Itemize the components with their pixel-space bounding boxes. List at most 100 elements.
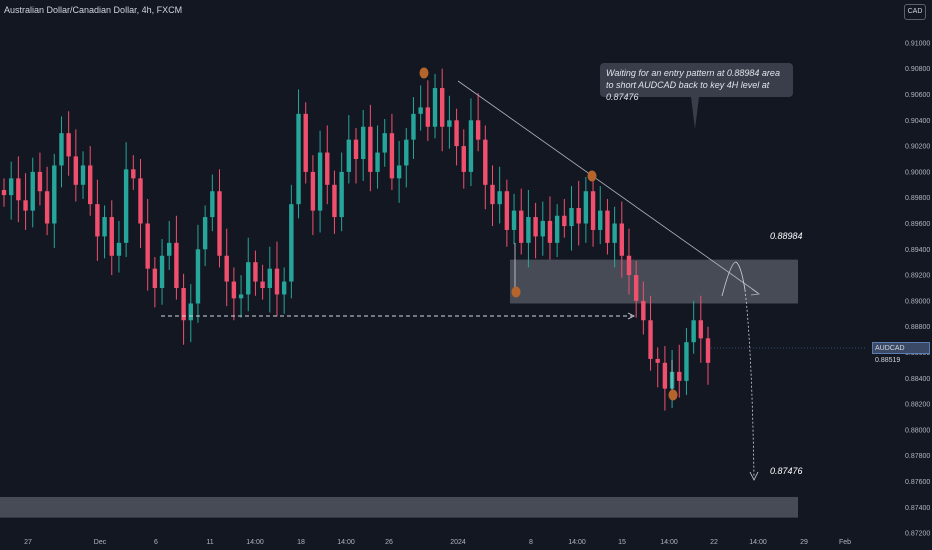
candle-body bbox=[440, 88, 445, 127]
candle-body bbox=[159, 255, 165, 288]
x-tick-label: 29 bbox=[800, 539, 808, 546]
currency-button[interactable]: CAD bbox=[904, 4, 926, 20]
projected-pullback bbox=[721, 261, 746, 297]
y-tick-label: 0.87600 bbox=[905, 479, 930, 486]
candle-body bbox=[490, 184, 495, 205]
candle-body bbox=[432, 88, 438, 127]
candle-body bbox=[188, 303, 193, 321]
candle-body bbox=[138, 178, 143, 224]
overlays bbox=[161, 67, 866, 481]
lower-level-label: 0.87476 bbox=[770, 466, 803, 476]
x-tick-label: 14:00 bbox=[660, 539, 678, 546]
candle-body bbox=[44, 191, 50, 224]
price-value: 0.88519 bbox=[875, 357, 901, 364]
candle-body bbox=[217, 191, 222, 256]
y-tick-label: 0.88200 bbox=[905, 402, 930, 409]
candle-body bbox=[202, 217, 208, 250]
x-tick-label: Feb bbox=[839, 539, 851, 546]
candle-body bbox=[375, 152, 380, 172]
candle-body bbox=[619, 223, 624, 256]
x-tick-label: 15 bbox=[618, 539, 626, 546]
symbol-label: AUDCAD bbox=[875, 345, 905, 352]
projected-arrowhead bbox=[749, 471, 759, 481]
candle-body bbox=[317, 152, 323, 211]
candle-body bbox=[526, 217, 531, 243]
candle-body bbox=[238, 294, 244, 299]
candle-body bbox=[325, 152, 330, 185]
upper-level-label: 0.88984 bbox=[770, 231, 803, 241]
candle-body bbox=[289, 204, 294, 282]
candle-body bbox=[231, 281, 237, 299]
candle-body bbox=[80, 165, 86, 185]
y-tick-label: 0.89000 bbox=[905, 298, 930, 305]
candle-body bbox=[281, 281, 287, 295]
candle-body bbox=[37, 171, 43, 192]
candle-body bbox=[547, 220, 553, 243]
candle-body bbox=[454, 120, 459, 147]
x-axis: 27 Dec 6 11 14:00 18 14:00 26 2024 8 14:00 15 14:00 2… bbox=[24, 539, 851, 546]
candle-body bbox=[698, 320, 704, 339]
y-tick-label: 0.91000 bbox=[905, 40, 930, 47]
annotation-callout[interactable]: Waiting for an entry pattern at 0.88984 … bbox=[600, 63, 793, 102]
x-tick-label: 8 bbox=[529, 539, 533, 546]
candle-body bbox=[590, 191, 596, 230]
y-tick-label: 0.88800 bbox=[905, 324, 930, 331]
candle-body bbox=[73, 156, 79, 185]
candle-body bbox=[540, 220, 545, 237]
candle-body bbox=[382, 133, 387, 153]
candle-body bbox=[52, 165, 57, 224]
x-tick-label: 11 bbox=[206, 539, 213, 546]
candle-body bbox=[691, 320, 696, 343]
projected-drop bbox=[744, 289, 755, 479]
x-tick-label: 27 bbox=[24, 539, 32, 546]
x-tick-label: 6 bbox=[154, 539, 158, 546]
price-zones bbox=[0, 259, 798, 518]
swing-marker bbox=[419, 67, 429, 79]
y-tick-label: 0.89800 bbox=[905, 195, 930, 202]
candle-body bbox=[447, 120, 452, 127]
candle-body bbox=[418, 107, 423, 114]
candle-body bbox=[210, 191, 215, 218]
candle-body bbox=[16, 178, 21, 201]
y-tick-label: 0.90000 bbox=[905, 169, 930, 176]
candle-body bbox=[633, 275, 639, 301]
x-tick-label: 14:00 bbox=[246, 539, 264, 546]
candle-body bbox=[404, 139, 409, 166]
x-tick-label: 26 bbox=[385, 539, 393, 546]
candle-body bbox=[475, 120, 481, 140]
candle-body bbox=[332, 184, 337, 218]
candle-body bbox=[598, 210, 603, 230]
y-tick-label: 0.88000 bbox=[905, 427, 930, 434]
y-tick-label: 0.89600 bbox=[905, 221, 930, 228]
candle-body bbox=[684, 342, 689, 381]
candle-body bbox=[131, 169, 136, 179]
candle-body bbox=[461, 146, 466, 172]
candle-body bbox=[109, 217, 114, 256]
candle-body bbox=[511, 210, 517, 230]
candle-body bbox=[562, 215, 567, 227]
candles bbox=[1, 68, 711, 411]
candle-body bbox=[102, 217, 107, 237]
x-tick-label: 18 bbox=[297, 539, 305, 546]
candle-body bbox=[123, 169, 129, 243]
candle-body bbox=[533, 217, 538, 237]
candle-body bbox=[605, 210, 610, 243]
candle-body bbox=[303, 113, 308, 172]
candle-body bbox=[705, 338, 711, 363]
candle-body bbox=[519, 210, 524, 243]
candle-body bbox=[310, 171, 316, 211]
candle-body bbox=[583, 191, 589, 224]
candle-body bbox=[66, 133, 71, 157]
candle-body bbox=[339, 171, 344, 218]
candle-body bbox=[253, 262, 258, 282]
candle-body bbox=[396, 165, 402, 179]
resistance-zone bbox=[510, 259, 798, 304]
candle-body bbox=[195, 249, 201, 304]
candle-body bbox=[95, 204, 100, 237]
y-tick-label: 0.87400 bbox=[905, 505, 930, 512]
candle-body bbox=[655, 358, 660, 363]
candle-body bbox=[346, 139, 352, 172]
candle-body bbox=[167, 242, 172, 256]
swing-marker bbox=[511, 286, 521, 298]
